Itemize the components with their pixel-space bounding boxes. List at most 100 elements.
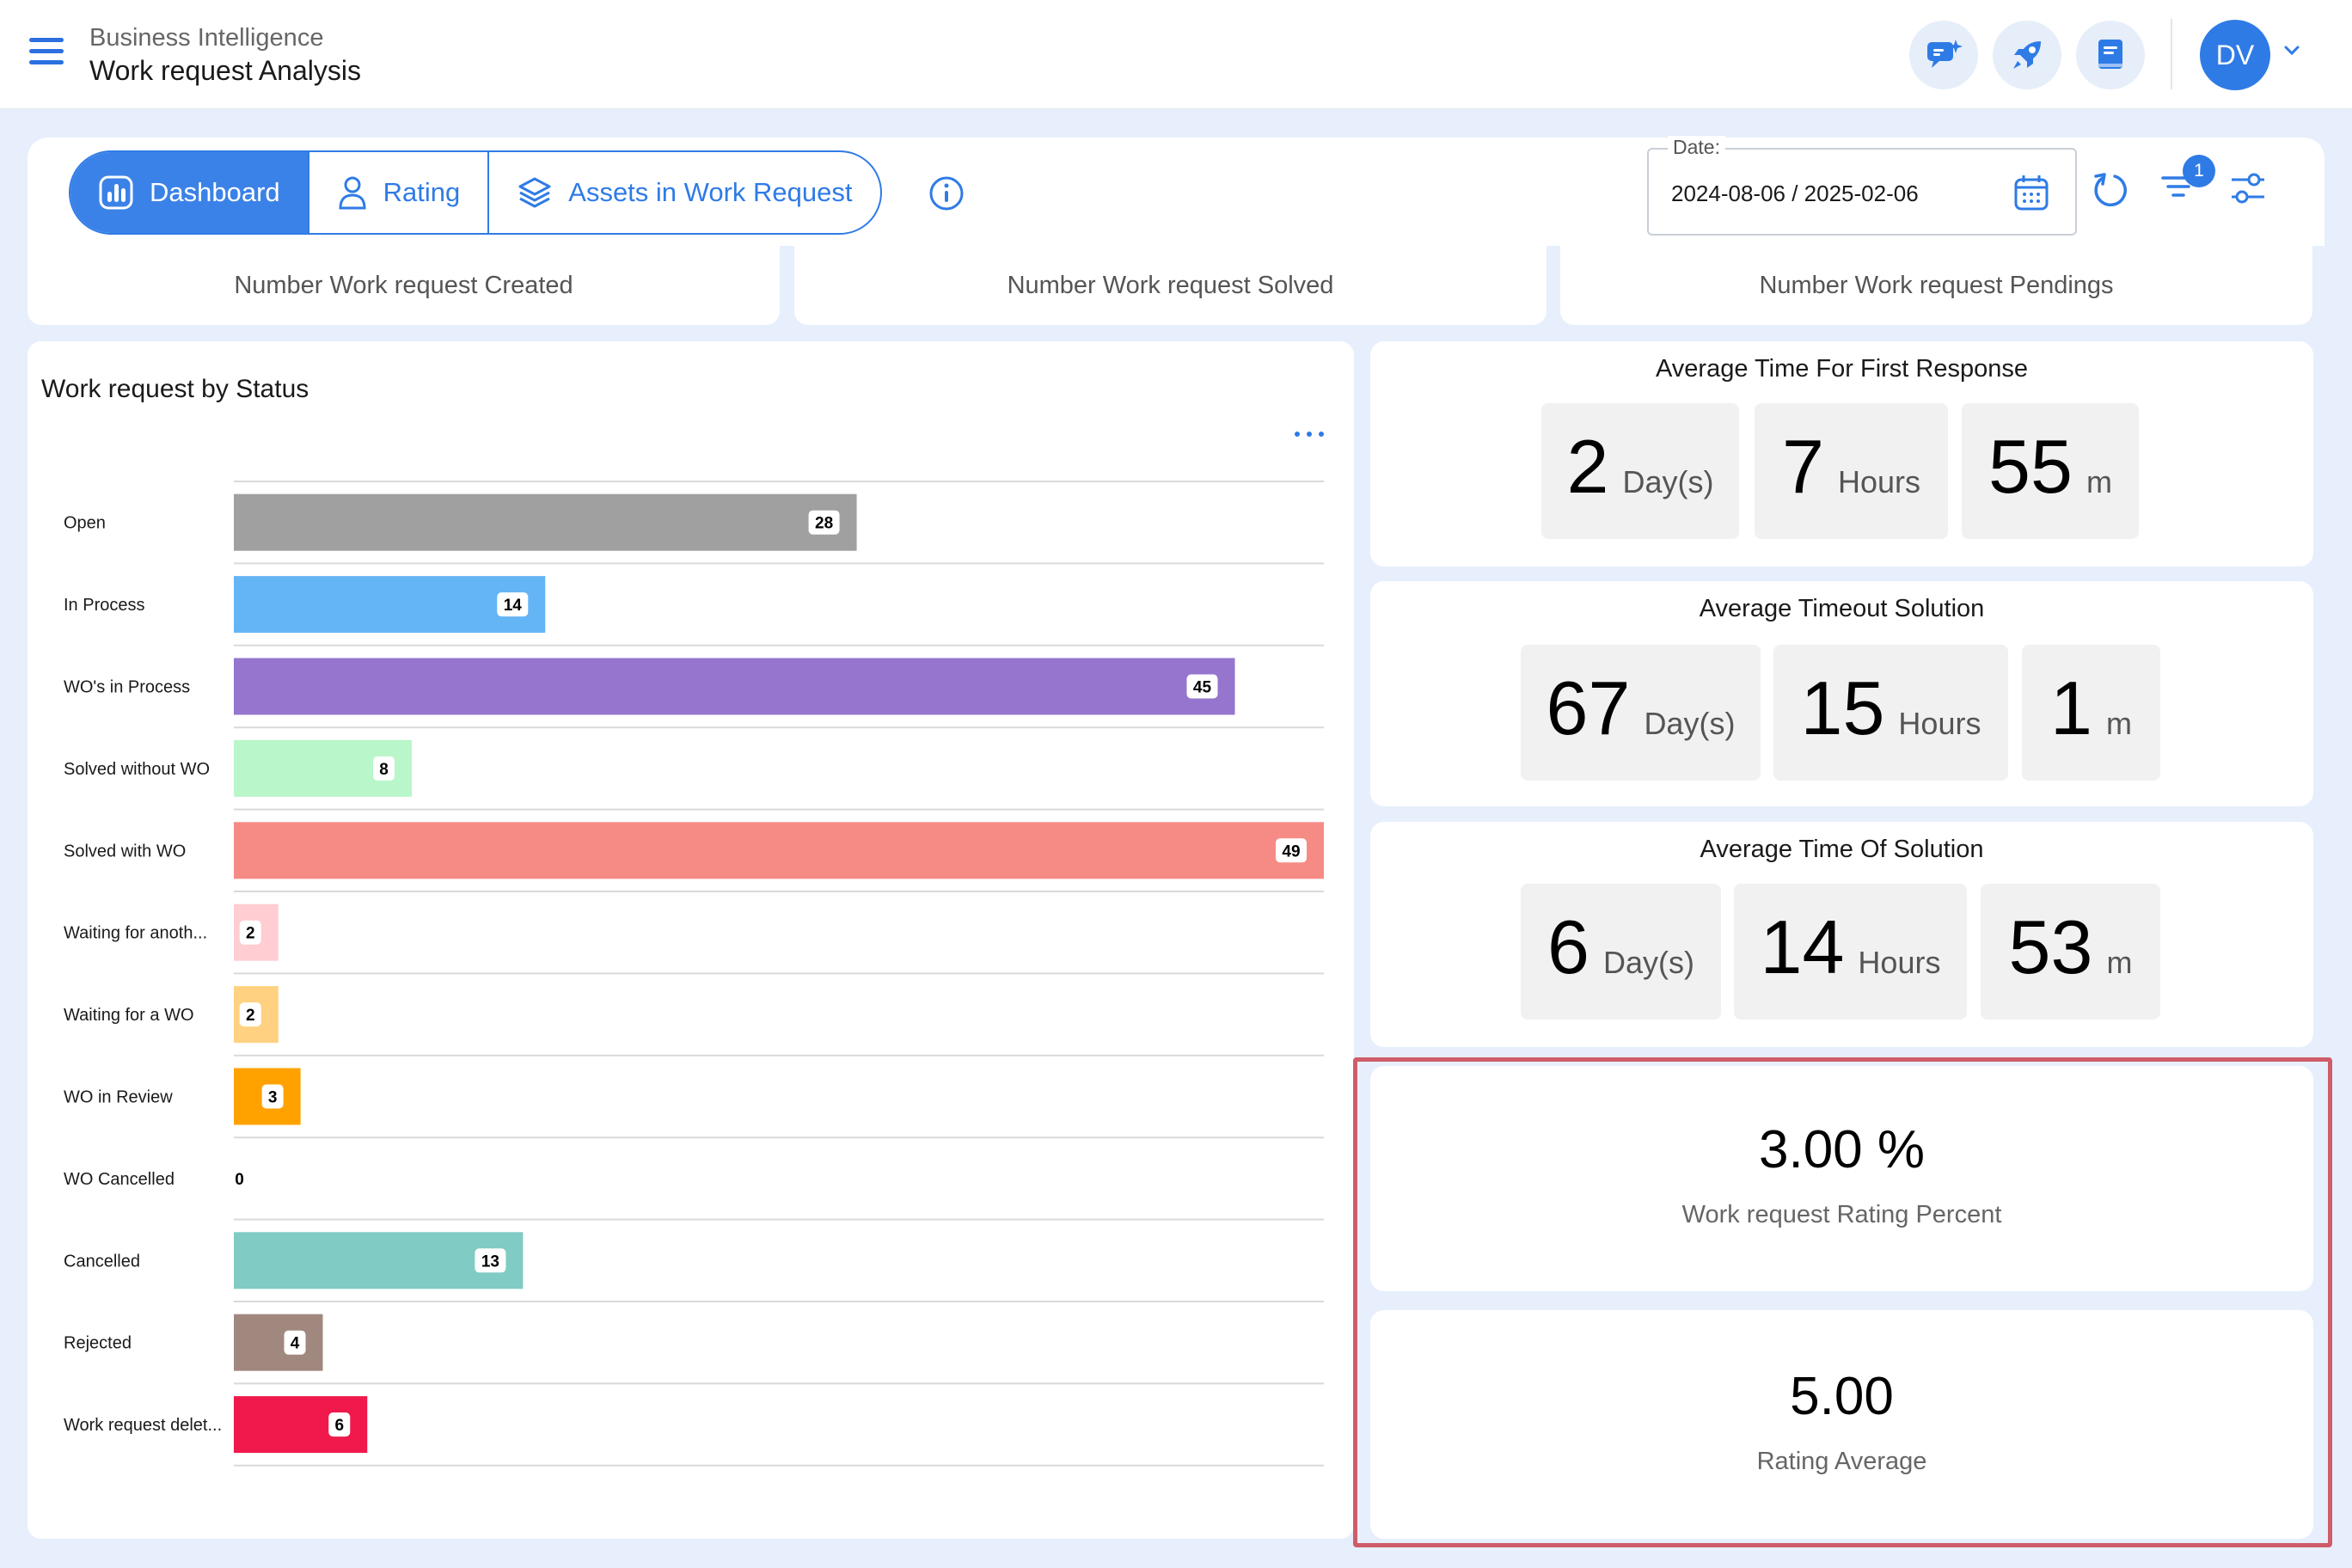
kpi-solved: Number Work request Solved: [794, 246, 1547, 325]
days-value: 67: [1546, 665, 1631, 750]
user-avatar[interactable]: DV: [2200, 20, 2270, 90]
category-label: In Process: [64, 596, 144, 615]
data-label: 45: [1193, 679, 1212, 697]
data-label: 2: [246, 925, 255, 943]
category-label: Waiting for a WO: [64, 1006, 194, 1025]
timeout-hours: 15 Hours: [1773, 645, 2008, 781]
category-label: Solved with WO: [64, 842, 186, 861]
category-label: WO Cancelled: [64, 1170, 175, 1189]
tab-assets-in-work-request[interactable]: Assets in Work Request: [489, 152, 879, 233]
data-label-badge: [373, 756, 395, 781]
data-label: 14: [504, 597, 523, 615]
days-unit: Day(s): [1644, 706, 1736, 741]
first-response-hours: 7 Hours: [1755, 403, 1948, 539]
minutes-unit: m: [2106, 945, 2133, 980]
rating-percent-label: Work request Rating Percent: [1681, 1201, 2002, 1228]
chart-title: Work request by Status: [41, 375, 309, 403]
chart-icon: [98, 175, 134, 211]
solution-days: 6 Day(s): [1521, 884, 1721, 1020]
rocket-button[interactable]: [1993, 21, 2061, 89]
days-value: 6: [1547, 904, 1589, 989]
tab-rating-label: Rating: [383, 177, 461, 207]
timeout-solution-title: Average Timeout Solution: [1699, 595, 1985, 622]
bar: [234, 1314, 323, 1371]
data-label-badge: [497, 592, 529, 617]
data-label-badge: [475, 1248, 506, 1273]
chat-sparkle-icon: [1927, 40, 1963, 68]
rating-percent-card: 3.00 % Work request Rating Percent: [1370, 1066, 2313, 1291]
first-response-minutes: 55 m: [1962, 403, 2139, 539]
guide-book-button[interactable]: [2076, 21, 2145, 89]
refresh-icon[interactable]: [2092, 169, 2130, 209]
data-label: 6: [334, 1417, 344, 1435]
bar: [234, 822, 1324, 879]
first-response-days: 2 Day(s): [1541, 403, 1739, 539]
hours-value: 7: [1782, 424, 1824, 509]
data-label-badge: [328, 1412, 351, 1437]
data-label-badge: [808, 510, 840, 535]
data-label: 28: [815, 515, 833, 533]
minutes-value: 1: [2050, 665, 2092, 750]
bar: [234, 576, 546, 634]
more-options-icon[interactable]: [1295, 432, 1324, 440]
minutes-value: 53: [2008, 904, 2093, 989]
timeout-days: 67 Day(s): [1521, 645, 1761, 781]
date-range-value[interactable]: 2024-08-06 / 2025-02-06: [1671, 181, 1919, 206]
hamburger-menu-icon[interactable]: [29, 38, 64, 69]
filter-count-badge: 1: [2183, 155, 2215, 187]
toolbar-divider: [2171, 19, 2172, 89]
calendar-icon[interactable]: [2013, 174, 2049, 211]
bar: [234, 493, 857, 551]
data-label-badge: [284, 1330, 306, 1355]
time-of-solution-card: Average Time Of Solution 6 Day(s) 14 Hours…: [1370, 822, 2313, 1047]
solution-minutes: 53 m: [1981, 884, 2160, 1020]
tab-assets-label: Assets in Work Request: [568, 177, 853, 207]
settings-sliders-icon[interactable]: [2228, 169, 2268, 207]
info-icon[interactable]: [928, 175, 965, 211]
tab-rating[interactable]: Rating: [309, 152, 490, 233]
data-label: 13: [481, 1253, 499, 1271]
data-label: 2: [246, 1007, 255, 1025]
kpi-created: Number Work request Created: [28, 246, 780, 325]
data-label-badge: [1186, 674, 1218, 699]
rating-percent-value: 3.00 %: [1758, 1120, 1926, 1179]
days-unit: Day(s): [1622, 464, 1714, 499]
minutes-unit: m: [2105, 706, 2132, 741]
chevron-down-icon[interactable]: [2283, 45, 2300, 57]
data-label: 3: [268, 1089, 278, 1107]
solution-hours: 14 Hours: [1734, 884, 1967, 1020]
category-label: WO in Review: [64, 1088, 173, 1107]
chat-assistant-button[interactable]: [1909, 21, 1978, 89]
user-icon: [337, 175, 368, 211]
data-label: 0: [235, 1171, 244, 1189]
data-label-badge: [239, 1002, 261, 1027]
category-label: WO's in Process: [64, 678, 190, 697]
timeout-solution-card: Average Timeout Solution 67 Day(s) 15 Hour…: [1370, 581, 2313, 806]
top-bar: Business Intelligence Work request Analy…: [0, 0, 2352, 109]
minutes-unit: m: [2086, 464, 2112, 499]
bar: [234, 658, 1235, 715]
data-label-badge: [1276, 838, 1307, 863]
data-label: 4: [291, 1335, 300, 1353]
page-title: Work request Analysis: [89, 55, 361, 86]
data-label: 49: [1282, 842, 1300, 861]
breadcrumb-parent[interactable]: Business Intelligence: [89, 24, 324, 52]
dashboard-tabs: Dashboard Rating Assets in Work Request: [69, 150, 882, 235]
category-label: Waiting for anoth...: [64, 924, 207, 943]
first-response-title: Average Time For First Response: [1655, 355, 2029, 383]
first-response-card: Average Time For First Response 2 Day(s) …: [1370, 341, 2313, 567]
rating-average-card: 5.00 Rating Average: [1370, 1310, 2313, 1539]
days-value: 2: [1566, 424, 1609, 509]
hours-value: 15: [1800, 665, 1885, 750]
bar: [234, 1232, 524, 1289]
category-label: Solved without WO: [64, 760, 210, 779]
tab-dashboard[interactable]: Dashboard: [70, 152, 309, 233]
data-label-badge: [261, 1084, 284, 1109]
time-of-solution-title: Average Time Of Solution: [1700, 836, 1984, 863]
rating-average-value: 5.00: [1790, 1367, 1894, 1426]
rocket-icon: [2013, 41, 2041, 69]
date-range-field[interactable]: Date: 2024-08-06 / 2025-02-06: [1647, 136, 2077, 236]
date-field-label: Date:: [1668, 136, 1725, 159]
category-label: Rejected: [64, 1334, 132, 1353]
